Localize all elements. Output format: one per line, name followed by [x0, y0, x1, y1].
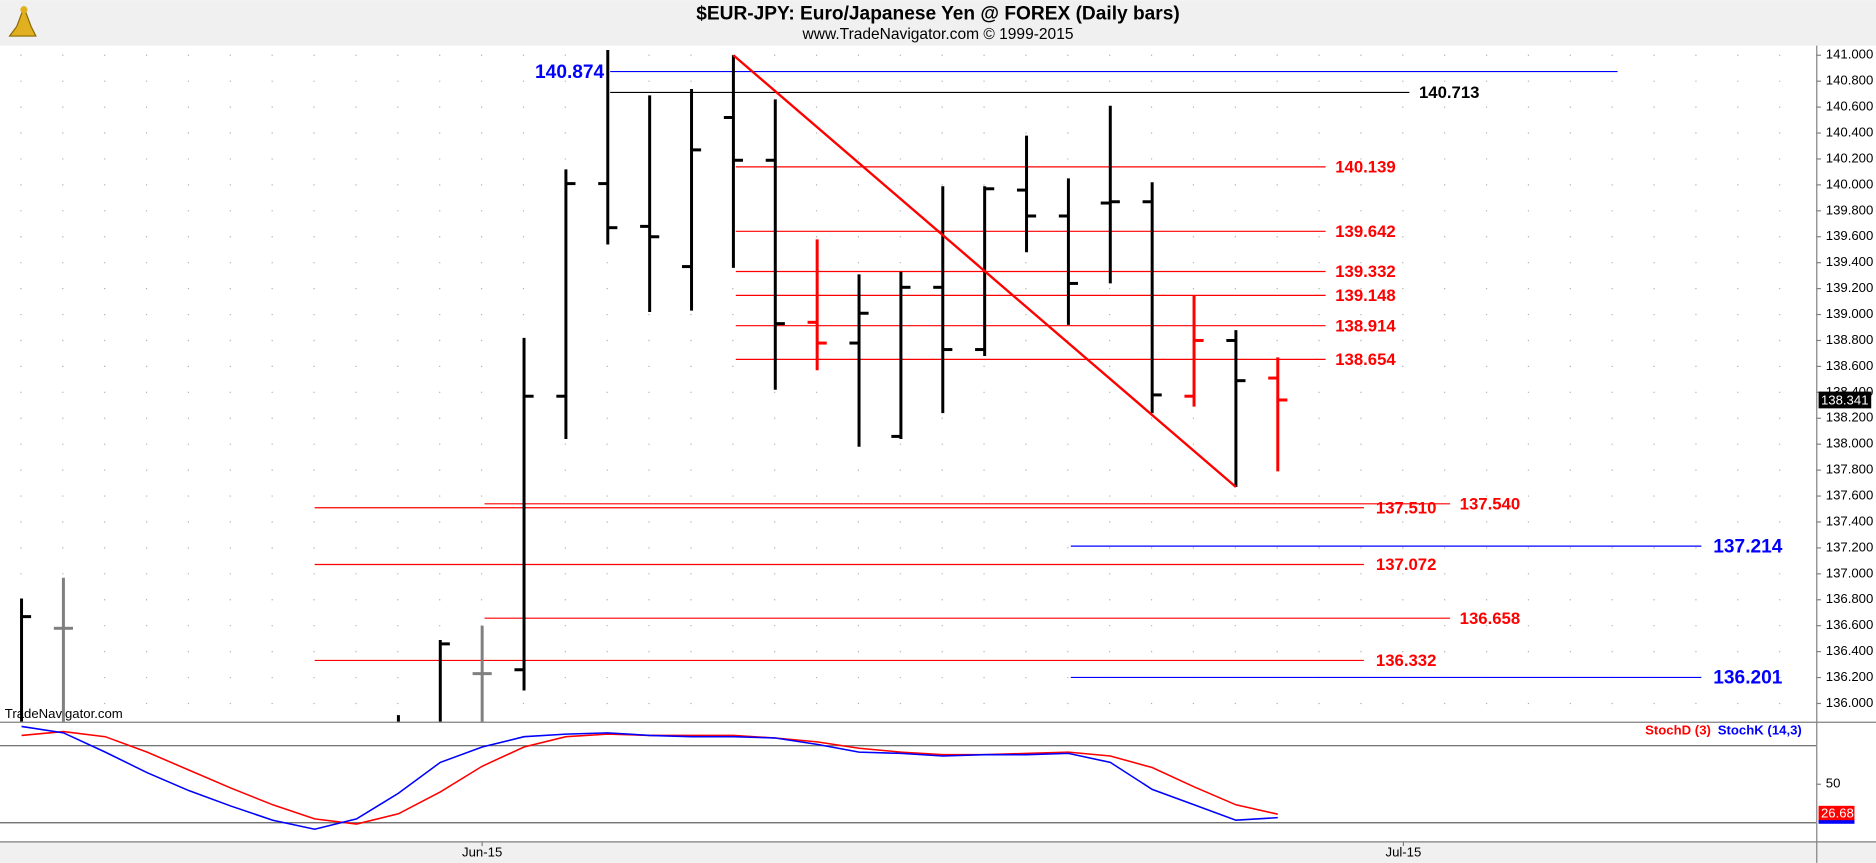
y-tick-label: 137.000 — [1826, 565, 1874, 580]
y-tick-label: 136.400 — [1826, 643, 1874, 658]
level-label: 137.214 — [1713, 536, 1782, 557]
stoch-line — [21, 725, 1278, 830]
y-tick-label: 137.600 — [1826, 488, 1874, 503]
last-value-label: 26.68 — [1821, 806, 1854, 821]
overlay: 136.000 136.200 136.400 136.600 136.800 137.0… — [462, 47, 1873, 860]
last-price-box — [1818, 391, 1872, 409]
plot-area — [0, 45, 1817, 842]
y-tick-label: 136.000 — [1826, 695, 1874, 710]
legend-entry: StochK (14,3) — [1718, 723, 1802, 738]
level-label: 136.658 — [1460, 609, 1521, 628]
y-tick-label: 137.800 — [1826, 462, 1874, 477]
y-tick-label: 140.800 — [1826, 73, 1874, 88]
y-tick-label: 140.200 — [1826, 150, 1874, 165]
y-tick-label: 136.200 — [1826, 669, 1874, 684]
level-label: 137.510 — [1376, 498, 1437, 517]
x-tick-label: Jun-15 — [462, 845, 502, 860]
y-tick-label: 138.800 — [1826, 332, 1874, 347]
y-tick-label: 139.200 — [1826, 280, 1874, 295]
y-tick-label: 138.200 — [1826, 410, 1874, 425]
trendline — [732, 54, 1237, 488]
level-label: 140.874 — [535, 62, 604, 83]
legend-entry: StochD (3) — [1645, 723, 1711, 738]
logo-shape — [8, 5, 37, 37]
axis-area — [1816, 45, 1876, 842]
level-label: 138.654 — [1335, 350, 1396, 369]
level-label: 136.332 — [1376, 651, 1437, 670]
chart-title: $EUR-JPY: Euro/Japanese Yen @ FOREX (Dai… — [696, 4, 1179, 25]
logo-dot — [20, 6, 28, 14]
level-label: 136.201 — [1713, 668, 1782, 689]
x-tick-label: Jul-15 — [1385, 845, 1421, 860]
y-tick-label: 136.600 — [1826, 617, 1874, 632]
logo — [8, 5, 37, 37]
level-label: 139.642 — [1335, 222, 1396, 241]
y-tick-label: 139.400 — [1826, 254, 1874, 269]
y-tick-label: 139.800 — [1826, 202, 1874, 217]
y-tick-label: 136.800 — [1826, 591, 1874, 606]
y-tick-label: 50 — [1826, 776, 1841, 791]
y-tick-label: 137.200 — [1826, 539, 1874, 554]
y-tick-label: 140.000 — [1826, 176, 1874, 191]
y-tick-label: 138.000 — [1826, 436, 1874, 451]
level-label: 138.914 — [1335, 316, 1396, 335]
level-label: 139.332 — [1335, 262, 1396, 281]
last-value-box — [1818, 805, 1855, 823]
y-tick-label: 138.600 — [1826, 358, 1874, 373]
y-tick-label: 139.000 — [1826, 306, 1874, 321]
level-label: 140.713 — [1419, 83, 1480, 102]
level-label: 140.139 — [1335, 157, 1396, 176]
y-tick-label: 139.600 — [1826, 228, 1874, 243]
stoch-panel — [0, 725, 1817, 830]
chart-subtitle: www.TradeNavigator.com © 1999-2015 — [802, 26, 1074, 43]
level-label: 137.072 — [1376, 555, 1437, 574]
y-tick-label: 140.600 — [1826, 99, 1874, 114]
price-panel — [0, 50, 1817, 722]
level-label: 137.540 — [1460, 494, 1521, 513]
y-tick-label: 137.400 — [1826, 513, 1874, 528]
last-value-underline — [1818, 820, 1855, 824]
last-price-label: 138.341 — [1821, 393, 1869, 408]
y-tick-label: 141.000 — [1826, 47, 1874, 62]
y-tick-label: 140.400 — [1826, 125, 1874, 140]
level-label: 139.148 — [1335, 286, 1396, 305]
